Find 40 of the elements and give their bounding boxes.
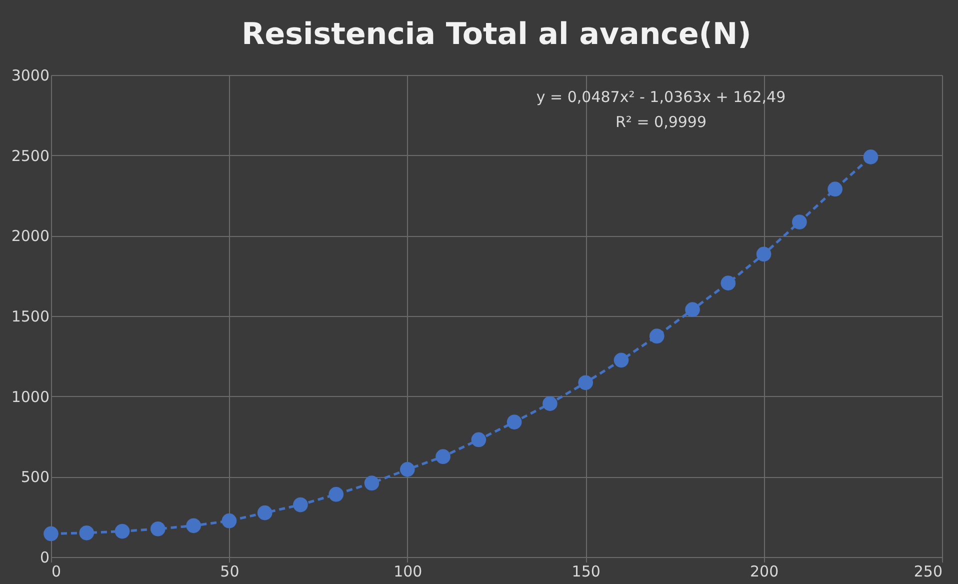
y-tick-label: 2500 bbox=[11, 146, 50, 165]
point bbox=[542, 396, 558, 411]
point bbox=[150, 521, 166, 536]
point bbox=[471, 432, 486, 448]
x-tick-label: 100 bbox=[394, 562, 422, 580]
point bbox=[114, 524, 130, 539]
point bbox=[828, 182, 842, 196]
annotation: R² = 0,9999 bbox=[615, 113, 707, 131]
point bbox=[578, 375, 594, 390]
point bbox=[79, 526, 94, 540]
point bbox=[506, 414, 522, 430]
point bbox=[649, 328, 664, 344]
point bbox=[614, 352, 629, 368]
y-tick-label: 0 bbox=[40, 548, 50, 566]
chart-title: Resistencia Total al avance(N) bbox=[242, 17, 752, 52]
point bbox=[436, 449, 450, 464]
point bbox=[186, 518, 201, 534]
y-tick-label: 2000 bbox=[11, 227, 50, 246]
point bbox=[328, 486, 344, 502]
point bbox=[364, 476, 380, 490]
x-tick-label: 250 bbox=[914, 562, 942, 580]
point bbox=[863, 150, 878, 164]
y-tick-label: 1000 bbox=[11, 388, 50, 406]
point bbox=[720, 276, 736, 290]
y-tick-label: 500 bbox=[20, 468, 50, 486]
point bbox=[293, 497, 308, 512]
annotation: y = 0,0487x² - 1,0363x + 162,49 bbox=[536, 88, 786, 106]
x-tick-label: 0 bbox=[52, 562, 62, 580]
point bbox=[756, 246, 772, 262]
point bbox=[792, 214, 807, 230]
point bbox=[400, 462, 415, 477]
point bbox=[222, 513, 237, 528]
point bbox=[44, 526, 58, 542]
x-tick-label: 150 bbox=[572, 562, 600, 580]
x-tick-label: 200 bbox=[750, 562, 779, 580]
y-tick-label: 1500 bbox=[11, 308, 50, 326]
point bbox=[685, 302, 700, 317]
point bbox=[257, 505, 272, 520]
x-tick-label: 50 bbox=[220, 562, 240, 580]
y-tick-label: 3000 bbox=[11, 66, 50, 84]
